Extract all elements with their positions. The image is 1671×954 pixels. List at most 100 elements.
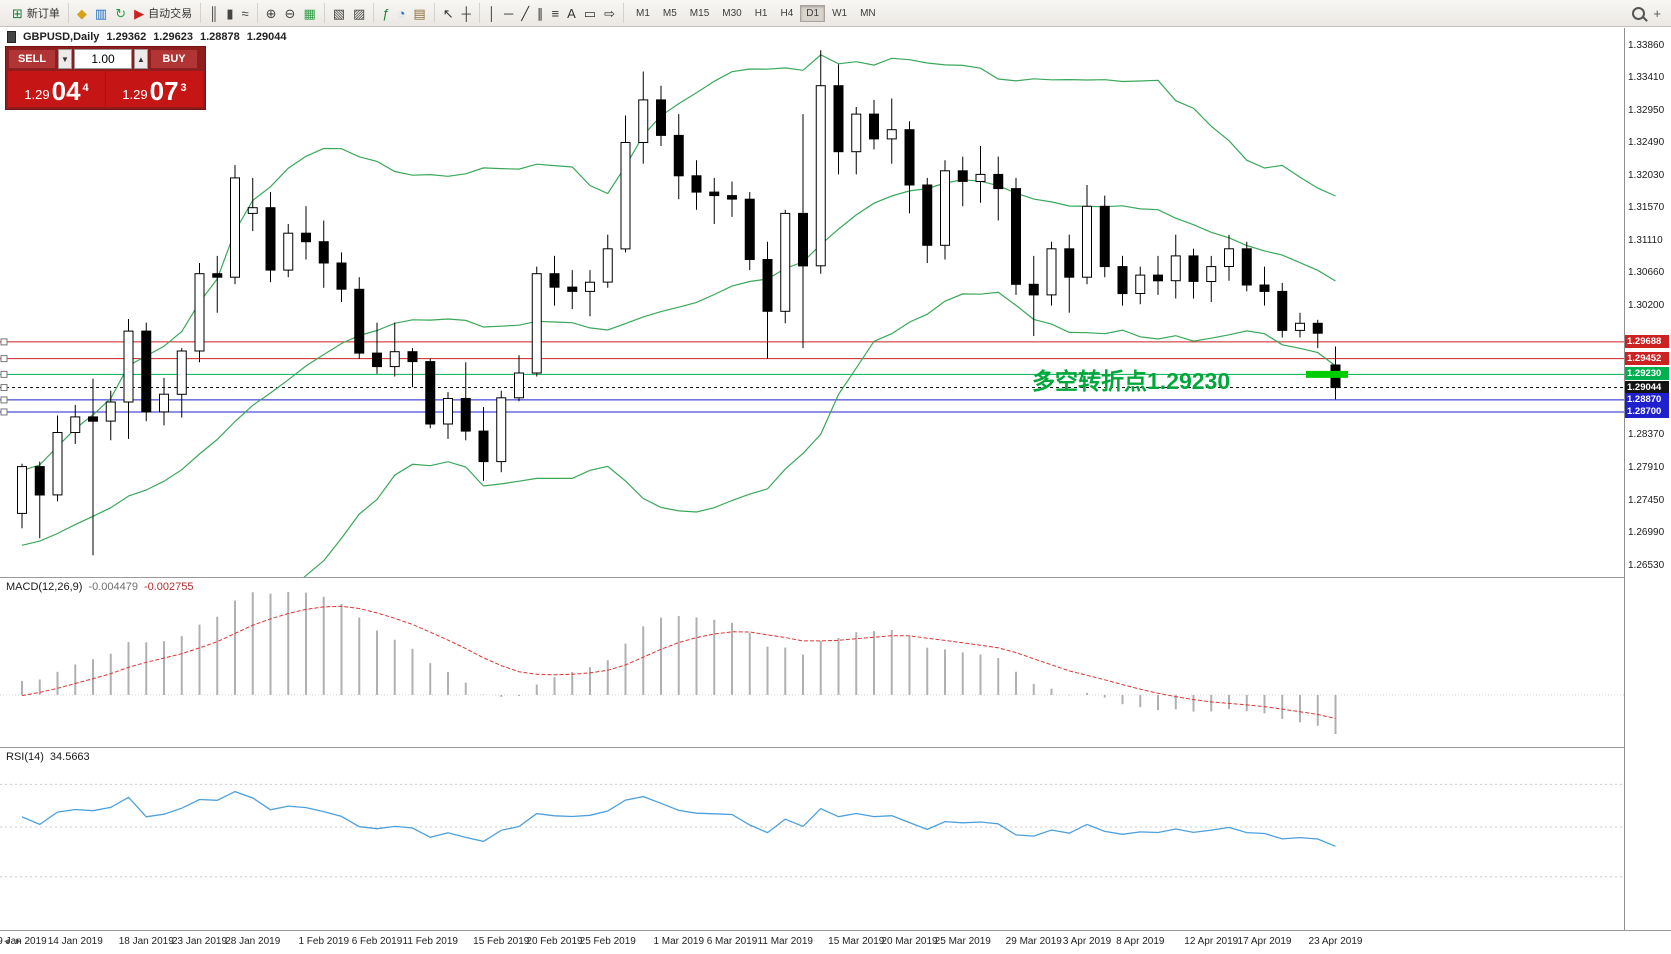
date-axis-label: 14 Jan 2019: [47, 936, 103, 947]
horizontal-line-icon[interactable]: ─: [501, 6, 516, 21]
timeframe-h1[interactable]: H1: [754, 7, 768, 19]
toolbar-group: ⊕ ⊖ ▦: [258, 3, 325, 23]
new-chart-icon-glyph: ◆: [76, 5, 87, 21]
indicators-icon-glyph: ƒ: [382, 5, 390, 21]
text-label-icon[interactable]: ▭: [581, 6, 599, 21]
text-icon[interactable]: A: [564, 6, 579, 21]
templates-icon[interactable]: ▤: [410, 6, 428, 21]
axis-separator: [1624, 28, 1625, 930]
zoom-in-icon-glyph: ⊕: [265, 5, 277, 21]
timeframe-m15[interactable]: M15: [689, 7, 710, 19]
date-axis-label: 6 Feb 2019: [351, 936, 403, 947]
new-window-icon[interactable]: +: [1653, 5, 1661, 21]
new-order-button[interactable]: ⊞ 新订单: [9, 4, 63, 22]
toolbar-group: ▧ ▨: [325, 3, 375, 23]
date-axis-label: 12 Apr 2019: [1184, 936, 1239, 947]
timeframe-m5[interactable]: M5: [662, 7, 677, 19]
tile-windows-icon[interactable]: ▦: [300, 6, 318, 21]
annotation-text[interactable]: 多空转折点1.29230: [1032, 368, 1231, 394]
cursor-icon[interactable]: ↖: [440, 6, 457, 21]
date-axis-label: 11 Feb 2019: [402, 936, 458, 947]
text-icon-glyph: A: [567, 5, 576, 21]
bar-chart-icon[interactable]: ║: [206, 6, 221, 21]
channel-icon-glyph: ∥: [537, 5, 544, 21]
arrange-windows-icon[interactable]: ▨: [350, 6, 368, 21]
channel-icon[interactable]: ∥: [534, 6, 547, 21]
toolbar-group: ƒ ◔ ▤: [374, 3, 435, 23]
sell-price-button[interactable]: 1.29 04 4: [8, 71, 105, 107]
timeframe-m30[interactable]: M30: [722, 7, 742, 19]
zoom-out-icon-glyph: ⊖: [284, 5, 296, 21]
highlight-segment[interactable]: [1306, 370, 1348, 378]
candles-layer: [17, 50, 1341, 556]
crosshair-icon[interactable]: ┼: [459, 6, 474, 21]
price-axis[interactable]: [1625, 28, 1671, 930]
zoom-out-icon[interactable]: ⊖: [282, 6, 299, 21]
date-axis-label: 3 Apr 2019: [1062, 936, 1112, 947]
autotrading-button[interactable]: ▶ 自动交易: [131, 4, 195, 22]
line-chart-icon[interactable]: ≈: [238, 6, 251, 21]
volume-decrease-button[interactable]: ▼: [58, 49, 72, 69]
symbol-name: GBPUSD,Daily: [23, 31, 100, 43]
arrow-tools-icon[interactable]: ⇨: [601, 6, 618, 21]
timeframe-h4[interactable]: H4: [780, 7, 794, 19]
profiles-icon[interactable]: ▥: [92, 6, 110, 21]
volume-increase-button[interactable]: ▲: [134, 49, 148, 69]
toolbar-right: +: [1632, 6, 1667, 21]
rsi-name: RSI(14): [6, 751, 44, 763]
macd-panel: MACD(12,26,9) -0.004479 -0.002755 0.0121…: [0, 577, 1671, 747]
rsi-canvas[interactable]: [0, 748, 1624, 931]
ohlc-close: 1.29044: [246, 31, 287, 43]
price-chart-canvas[interactable]: [0, 28, 1624, 577]
candlestick-chart-icon[interactable]: ▮: [223, 6, 236, 21]
buy-price-pip: 3: [180, 82, 187, 94]
ohlc-open: 1.29362: [106, 31, 147, 43]
new-chart-icon[interactable]: ◆: [74, 6, 90, 21]
periods-icon[interactable]: ◔: [395, 6, 409, 21]
sell-price-big: 04: [51, 76, 81, 106]
timeframe-d1[interactable]: D1: [800, 4, 826, 22]
ohlc-high: 1.29623: [153, 31, 193, 43]
crosshair-icon-glyph: ┼: [461, 5, 471, 21]
timeframe-m1[interactable]: M1: [635, 7, 650, 19]
rsi-label: RSI(14) 34.5663: [6, 751, 90, 763]
toolbar: ⊞ 新订单 ◆ ▥ ↻ ▶ 自动交易 ║ ▮ ≈ ⊕ ⊖ ▦ ▧ ▨ ƒ ◔ ▤ ↖ ┼ │ ─ ╱ ∥ ≡ A ▭ ⇨ M1 M5 M1…: [0, 0, 1671, 27]
trendline-icon-glyph: ╱: [521, 5, 530, 21]
autotrading-glyph: ▶: [134, 5, 145, 21]
price-divider: [105, 71, 106, 107]
macd-label: MACD(12,26,9) -0.004479 -0.002755: [6, 581, 194, 593]
timeframe-mn[interactable]: MN: [860, 7, 876, 19]
candlestick-chart-icon-glyph: ▮: [226, 5, 234, 21]
scroll-right-icon[interactable]: ▸: [16, 936, 22, 947]
time-axis[interactable]: ◂ ▸ 9 Jan 2019 14 Jan 2019 18 Jan 2019 23 Jan…: [0, 930, 1671, 954]
new-order-glyph: ⊞: [12, 5, 23, 21]
sell-price-prefix: 1.29: [24, 87, 50, 102]
toolbar-group: │ ─ ╱ ∥ ≡ A ▭ ⇨: [480, 3, 624, 23]
buy-price-button[interactable]: 1.29 07 3: [106, 71, 203, 107]
refresh-icon[interactable]: ↻: [112, 6, 129, 21]
cascade-windows-icon[interactable]: ▧: [330, 6, 348, 21]
buy-button[interactable]: BUY: [150, 49, 198, 69]
macd-name: MACD(12,26,9): [6, 581, 83, 593]
timeframe-w1[interactable]: W1: [832, 7, 848, 19]
chart-type-icon: [7, 31, 16, 43]
scroll-left-icon[interactable]: ◂: [4, 936, 10, 947]
volume-input[interactable]: [74, 49, 132, 69]
profiles-icon-glyph: ▥: [94, 5, 108, 21]
fibonacci-icon[interactable]: ≡: [549, 6, 563, 21]
vertical-line-icon[interactable]: │: [485, 6, 499, 21]
toolbar-group: ↖ ┼: [435, 3, 480, 23]
search-icon[interactable]: [1632, 6, 1646, 20]
zoom-in-icon[interactable]: ⊕: [263, 6, 280, 21]
date-axis-label: 17 Apr 2019: [1237, 936, 1292, 947]
date-axis-label: 29 Mar 2019: [1005, 936, 1062, 947]
date-axis-label: 28 Jan 2019: [225, 936, 281, 947]
macd-canvas[interactable]: [0, 578, 1624, 748]
chart-title-bar: GBPUSD,Daily 1.29362 1.29623 1.28878 1.2…: [7, 31, 286, 43]
sell-button[interactable]: SELL: [8, 49, 56, 69]
trendline-icon[interactable]: ╱: [518, 6, 532, 21]
indicators-icon[interactable]: ƒ: [379, 6, 392, 21]
ohlc-low: 1.28878: [199, 31, 240, 43]
text-label-icon-glyph: ▭: [583, 5, 597, 21]
buy-price-big: 07: [149, 76, 179, 106]
